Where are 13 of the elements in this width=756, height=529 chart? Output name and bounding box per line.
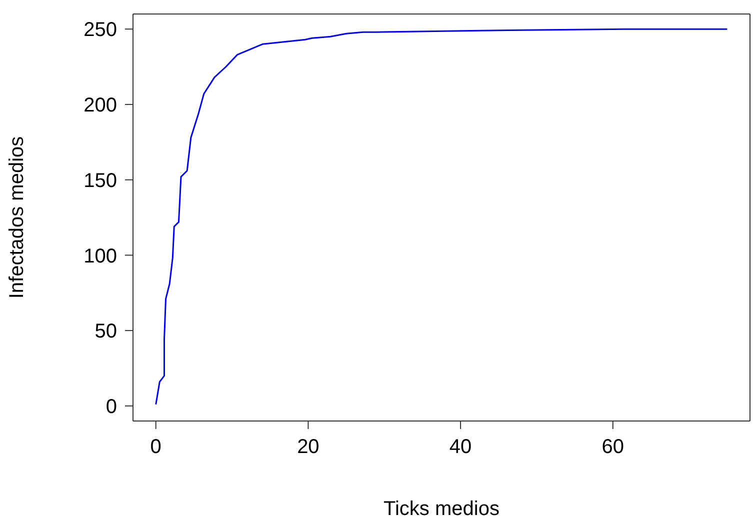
line-series [155,28,728,406]
y-tick-label: 0 [106,396,117,418]
y-tick-label: 100 [84,245,117,268]
y-tick-label: 150 [84,170,117,192]
x-axis-title: Ticks medios [384,498,500,520]
x-tick-label: 40 [449,436,472,458]
x-tick-label: 60 [602,436,624,458]
y-axis-title: Infectados medios [6,136,28,299]
y-tick-label: 50 [94,320,117,343]
y-tick-label: 200 [84,94,117,117]
y-tick-label: 250 [84,19,117,42]
x-tick-label: 20 [297,436,320,458]
x-tick-label: 0 [150,436,162,458]
